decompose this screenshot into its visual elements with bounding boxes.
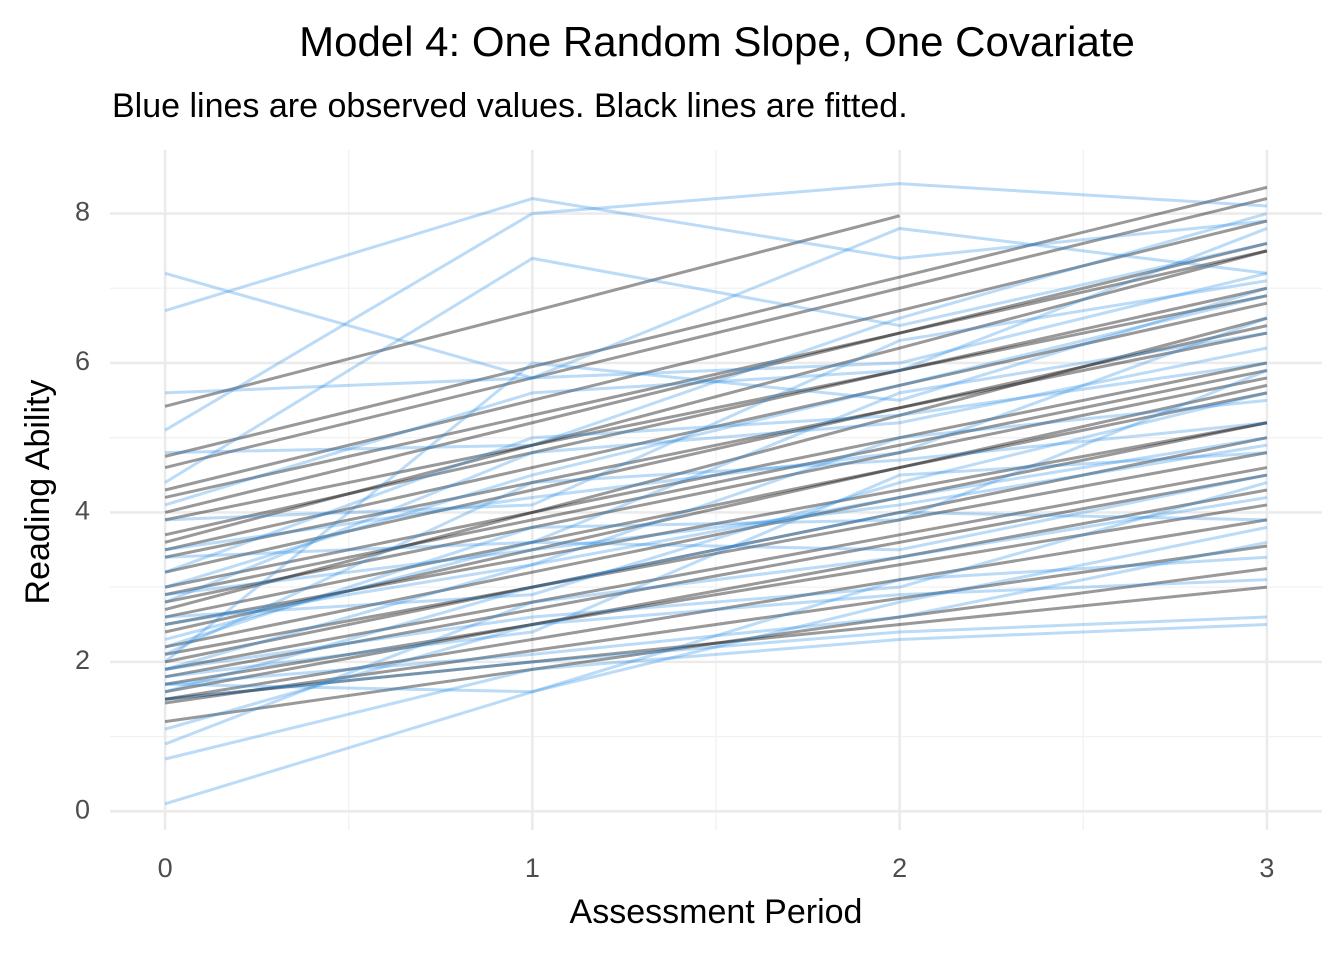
series-line bbox=[164, 421, 1268, 656]
y-tick-label: 4 bbox=[75, 496, 90, 526]
series-line bbox=[164, 466, 1268, 671]
x-tick-label: 1 bbox=[525, 853, 540, 883]
x-tick-label: 2 bbox=[892, 853, 907, 883]
series-line bbox=[164, 421, 1268, 626]
series-line bbox=[164, 294, 1268, 522]
series-line bbox=[164, 398, 1268, 626]
series-line bbox=[164, 286, 1268, 664]
series-line bbox=[164, 421, 1268, 649]
series-line bbox=[164, 436, 1268, 664]
series-line bbox=[164, 481, 1268, 671]
series-line bbox=[164, 331, 1268, 559]
series-line bbox=[164, 540, 1268, 686]
series-line bbox=[164, 316, 1268, 612]
series-line bbox=[164, 241, 1268, 514]
series-line bbox=[164, 488, 1268, 694]
series-line bbox=[164, 197, 1268, 313]
series-line bbox=[164, 249, 1268, 544]
series-line bbox=[164, 510, 1267, 694]
series-line bbox=[164, 301, 1268, 552]
series-line bbox=[165, 555, 1268, 694]
y-tick-label: 0 bbox=[75, 794, 90, 824]
x-tick-label: 3 bbox=[1259, 853, 1274, 883]
series-line bbox=[165, 212, 1268, 455]
y-tick-label: 6 bbox=[75, 346, 90, 376]
series-line bbox=[164, 368, 1268, 597]
series-line bbox=[164, 286, 1268, 537]
series-line bbox=[164, 451, 1268, 656]
series-line bbox=[164, 566, 1268, 724]
series-line bbox=[164, 369, 1268, 649]
series-line bbox=[164, 271, 1268, 380]
series-line bbox=[164, 294, 1268, 589]
series-line bbox=[165, 226, 1268, 395]
series-line bbox=[164, 544, 1268, 705]
series-line bbox=[164, 197, 1268, 470]
chart-title: Model 4: One Random Slope, One Covariate bbox=[299, 18, 1135, 65]
series-line bbox=[164, 585, 1268, 701]
series-line bbox=[165, 331, 1268, 559]
series-line bbox=[164, 443, 1268, 597]
series-line bbox=[164, 214, 901, 408]
series-line bbox=[164, 503, 1268, 686]
series-line bbox=[164, 623, 1267, 761]
series-line bbox=[164, 391, 1268, 619]
series-line bbox=[164, 182, 1268, 432]
series-line bbox=[165, 279, 1268, 522]
series-line bbox=[164, 227, 1268, 507]
series-line bbox=[164, 219, 1268, 492]
series-line bbox=[164, 436, 1268, 671]
series-line bbox=[164, 391, 1268, 619]
y-axis-title: Reading Ability bbox=[19, 380, 57, 605]
series-line bbox=[164, 376, 1268, 604]
series-line bbox=[164, 451, 1268, 679]
x-tick-label: 0 bbox=[158, 853, 173, 883]
series-line bbox=[164, 495, 1268, 746]
series-line bbox=[164, 473, 1268, 641]
y-tick-label: 8 bbox=[75, 197, 90, 227]
series-line bbox=[164, 383, 1268, 634]
y-tick-label: 2 bbox=[75, 645, 90, 675]
series-line bbox=[164, 361, 1268, 589]
series-line bbox=[164, 361, 1268, 574]
series-line bbox=[164, 473, 1268, 679]
series-line bbox=[164, 518, 1268, 701]
series-line bbox=[164, 316, 1268, 552]
series-line bbox=[164, 249, 1268, 499]
series-line bbox=[164, 185, 1268, 458]
series-line bbox=[164, 615, 1267, 701]
series-line bbox=[164, 346, 1268, 604]
series-line bbox=[164, 241, 1268, 484]
series-line bbox=[164, 525, 1268, 806]
x-axis-title: Assessment Period bbox=[570, 893, 863, 931]
chart-subtitle: Blue lines are observed values. Black li… bbox=[112, 87, 908, 125]
series-line bbox=[164, 324, 1268, 574]
series-line bbox=[164, 578, 1267, 731]
